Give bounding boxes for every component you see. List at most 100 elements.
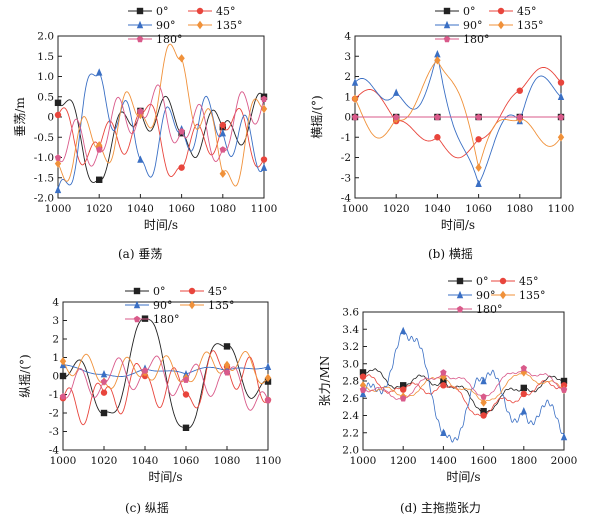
data-point — [178, 164, 185, 171]
data-point — [59, 357, 67, 366]
x-tick-label: 2000 — [551, 455, 578, 467]
legend-marker — [133, 315, 141, 323]
y-tick-label: 3 — [344, 51, 351, 63]
data-point — [440, 428, 447, 436]
legend-label: 180° — [156, 33, 183, 46]
series-line-2 — [362, 332, 565, 443]
legend-marker — [136, 20, 144, 29]
series-line-4 — [362, 366, 565, 400]
y-tick-label: 0 — [344, 112, 351, 124]
legend-marker — [456, 277, 464, 285]
legend-label: 135° — [519, 289, 546, 302]
x-tick-label: 1200 — [390, 455, 417, 467]
x-tick-label: 1060 — [168, 203, 195, 215]
data-point — [440, 382, 447, 389]
series-line-3 — [354, 59, 562, 170]
data-point — [100, 369, 108, 378]
data-point — [264, 396, 272, 404]
data-point — [100, 409, 108, 417]
legend-label: 90° — [476, 289, 496, 302]
pitch-chart: 1000 1020 1040 1060 1080 1100 -4 -3 -2 -1 0 1 2 3 4 时间/… — [18, 285, 281, 484]
legend-marker — [188, 300, 196, 310]
pitch-caption: (c) 纵摇 — [125, 501, 169, 515]
legend-label: 90° — [156, 19, 176, 32]
legend-label: 0° — [463, 5, 476, 18]
data-point — [516, 87, 523, 94]
heave-caption: (a) 垂荡 — [118, 247, 163, 261]
y-tick-label: 2.2 — [342, 427, 359, 439]
data-point — [219, 146, 226, 153]
y-tick-label: 3.6 — [342, 307, 359, 319]
y-axis-label: 张力/MN — [318, 356, 332, 407]
series-line-2 — [57, 71, 265, 191]
data-point — [260, 104, 268, 114]
data-point — [400, 395, 407, 402]
data-point — [475, 113, 482, 121]
x-tick-label: 1060 — [173, 455, 200, 467]
x-tick-label: 1080 — [214, 455, 241, 467]
data-point — [393, 88, 400, 96]
legend-marker — [443, 7, 451, 15]
data-point — [520, 390, 527, 398]
legend-marker — [136, 35, 144, 43]
data-point — [59, 393, 67, 400]
y-tick-label: -1.5 — [34, 172, 54, 184]
data-point — [359, 389, 367, 398]
data-point — [440, 377, 447, 385]
roll-chart: 1000 1020 1040 1060 1080 1100 -4 -3 -2 -1 0 1 2 3 4 时间/… — [310, 5, 574, 232]
legend-marker — [443, 20, 451, 29]
data-point — [137, 155, 144, 163]
legend-label: 45° — [216, 5, 236, 18]
y-tick-label: 3 — [52, 315, 59, 327]
x-tick-label: 1040 — [424, 203, 451, 215]
data-point — [475, 163, 482, 172]
legend-marker — [136, 7, 144, 15]
data-point — [480, 376, 487, 385]
x-axis-label: 时间/s — [144, 218, 178, 232]
data-point — [434, 50, 441, 58]
data-point — [475, 179, 482, 188]
y-tick-label: 2.6 — [342, 393, 359, 405]
series-line-2 — [63, 364, 269, 378]
data-point — [219, 169, 226, 178]
data-point — [560, 386, 568, 393]
x-tick-label: 1000 — [45, 203, 72, 215]
y-tick-label: 3.0 — [342, 358, 359, 370]
y-tick-label: 3.4 — [342, 324, 359, 336]
legend-marker — [133, 287, 141, 295]
x-tick-label: 1400 — [430, 455, 457, 467]
x-tick-label: 1600 — [470, 455, 497, 467]
y-tick-label: 2 — [52, 334, 59, 346]
data-point — [54, 159, 62, 168]
legend-label: 180° — [153, 313, 180, 326]
plot-frame — [57, 35, 265, 199]
series-line-4 — [62, 355, 269, 411]
data-point — [520, 406, 527, 415]
legend-label: 90° — [463, 19, 483, 32]
data-point — [516, 113, 523, 121]
data-point — [223, 369, 231, 376]
data-point — [359, 373, 367, 380]
data-point — [219, 121, 226, 129]
y-tick-label: 2 — [344, 71, 351, 83]
data-point — [182, 376, 190, 383]
heave-chart-panel: 1000 1020 1040 1060 1080 1100 -2.0 -1.5 -1.0 -0.5… — [0, 0, 297, 240]
y-tick-label: -1.0 — [34, 152, 54, 164]
data-point — [560, 382, 568, 389]
data-point — [54, 111, 62, 119]
legend-marker — [497, 20, 505, 30]
data-point — [351, 113, 359, 121]
legend-label: 0° — [153, 285, 166, 298]
data-point — [359, 381, 367, 390]
series-line-3 — [62, 350, 269, 389]
y-tick-label: 0 — [47, 112, 54, 124]
data-point — [137, 107, 144, 115]
series-line-2 — [354, 54, 562, 185]
data-point — [351, 78, 359, 86]
data-point — [557, 92, 565, 100]
legend-label: 135° — [517, 19, 544, 32]
data-point — [100, 378, 108, 385]
data-point — [223, 343, 231, 350]
series-line-1 — [62, 350, 269, 426]
y-tick-label: 3.2 — [342, 341, 359, 353]
